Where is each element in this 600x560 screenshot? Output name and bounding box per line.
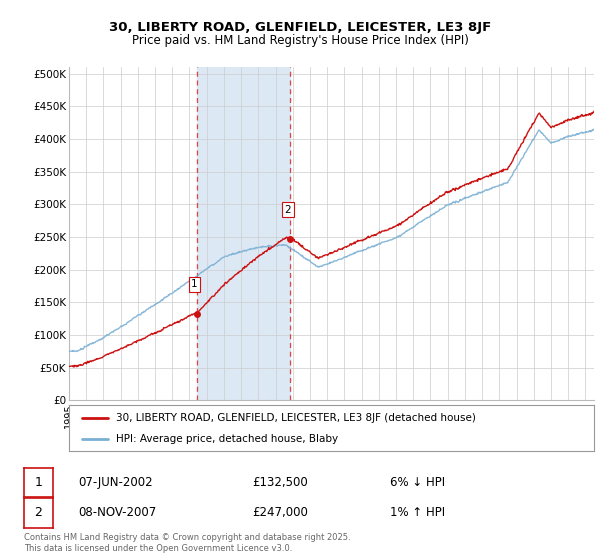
- Text: 2: 2: [284, 204, 291, 214]
- Text: 30, LIBERTY ROAD, GLENFIELD, LEICESTER, LE3 8JF (detached house): 30, LIBERTY ROAD, GLENFIELD, LEICESTER, …: [116, 413, 476, 423]
- Bar: [197, 67, 290, 400]
- Text: 1% ↑ HPI: 1% ↑ HPI: [390, 506, 445, 520]
- Text: 08-NOV-2007: 08-NOV-2007: [78, 506, 156, 520]
- Text: 07-JUN-2002: 07-JUN-2002: [78, 476, 152, 489]
- Text: 2: 2: [34, 506, 43, 520]
- Text: 30, LIBERTY ROAD, GLENFIELD, LEICESTER, LE3 8JF: 30, LIBERTY ROAD, GLENFIELD, LEICESTER, …: [109, 21, 491, 34]
- Text: £247,000: £247,000: [252, 506, 308, 520]
- Text: £132,500: £132,500: [252, 476, 308, 489]
- Text: 1: 1: [34, 476, 43, 489]
- Text: 6% ↓ HPI: 6% ↓ HPI: [390, 476, 445, 489]
- Text: 1: 1: [191, 279, 198, 290]
- Text: Price paid vs. HM Land Registry's House Price Index (HPI): Price paid vs. HM Land Registry's House …: [131, 34, 469, 46]
- Text: HPI: Average price, detached house, Blaby: HPI: Average price, detached house, Blab…: [116, 435, 338, 444]
- Text: Contains HM Land Registry data © Crown copyright and database right 2025.
This d: Contains HM Land Registry data © Crown c…: [24, 533, 350, 553]
